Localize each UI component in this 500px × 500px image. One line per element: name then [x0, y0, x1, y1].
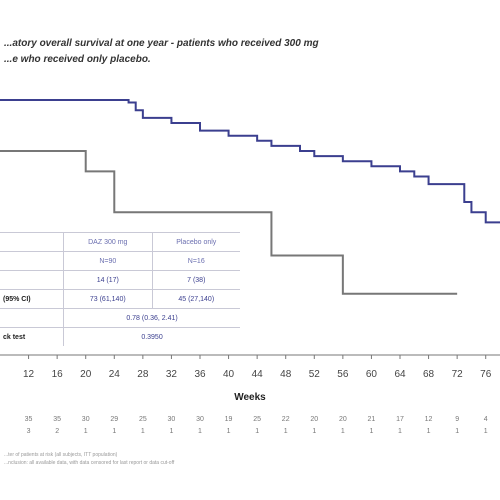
footnote-1: ...ter of patients at risk (all subjects…	[4, 452, 118, 458]
at-risk-value: 21	[367, 416, 376, 423]
x-tick-label: 12	[23, 369, 35, 380]
at-risk-value: 30	[196, 416, 204, 423]
x-tick-label: 64	[394, 369, 406, 380]
legend-row-label	[0, 270, 64, 290]
at-risk-value: 1	[198, 428, 202, 435]
survival-curve-placebo	[0, 150, 458, 295]
at-risk-value: 1	[83, 428, 88, 435]
survival-curve-treatment	[0, 99, 500, 224]
legend-subheader-treatment: N=90	[63, 251, 153, 271]
at-risk-value: 17	[396, 416, 404, 423]
at-risk-value: 20	[338, 416, 347, 423]
x-tick-label: 36	[194, 369, 206, 380]
at-risk-value: 25	[253, 416, 262, 423]
at-risk-value: 2	[55, 428, 60, 435]
at-risk-value: 29	[110, 416, 119, 423]
legend-cell: 14 (17)	[63, 270, 153, 290]
at-risk-value: 12	[424, 416, 433, 423]
at-risk-value: 19	[224, 416, 233, 423]
legend-row-label	[0, 308, 64, 328]
x-tick-label: 68	[423, 369, 435, 380]
x-tick-label: 16	[52, 369, 64, 380]
legend-row-label: (95% CI)	[0, 289, 64, 309]
legend-cell: 45 (27,140)	[151, 289, 240, 309]
chart-title: ...atory overall survival at one year - …	[0, 36, 500, 68]
at-risk-value: 1	[312, 428, 317, 435]
at-risk-row-1: 35 35 30 29 25 30 30 19 25 22 20 20 21 17 12 9 4	[0, 416, 500, 428]
at-risk-value: 1	[398, 428, 402, 435]
at-risk-value: 1	[169, 428, 174, 435]
x-tick-label: 60	[366, 369, 378, 380]
legend-row-median: (95% CI) 73 (61,140) 45 (27,140)	[0, 289, 240, 309]
at-risk-row-2: 3 2 1 1 1 1 1 1 1 1 1 1 1 1 1 1 1	[0, 428, 500, 440]
at-risk-value: 9	[455, 416, 460, 423]
x-tick-label: 28	[137, 369, 149, 380]
at-risk-value: 1	[226, 428, 231, 435]
at-risk-value: 22	[281, 416, 290, 423]
at-risk-value: 1	[426, 428, 431, 435]
x-tick-label: 76	[480, 369, 492, 380]
x-axis-label: Weeks	[234, 392, 266, 403]
legend-cell: 0.78 (0.36, 2.41)	[63, 308, 240, 328]
footnote-2: ...nclusion: all available data, with da…	[4, 460, 175, 466]
legend-row-label: ck test	[0, 327, 64, 346]
at-risk-value: 1	[140, 428, 145, 435]
x-tick-label: 48	[280, 369, 292, 380]
at-risk-value: 1	[369, 428, 374, 435]
at-risk-value: 1	[483, 428, 488, 435]
legend-row-events: 14 (17) 7 (38)	[0, 270, 240, 290]
legend-cell: 73 (61,140)	[63, 289, 153, 309]
x-tick-label: 52	[309, 369, 321, 380]
x-tick-label: 44	[252, 369, 264, 380]
title-line-2: ...e who received only placebo.	[4, 54, 151, 65]
at-risk-value: 25	[138, 416, 147, 423]
legend-row-test: ck test 0.3950	[0, 327, 240, 346]
legend-subheader-blank	[0, 251, 64, 271]
at-risk-value: 1	[340, 428, 345, 435]
legend-header-placebo: Placebo only	[151, 232, 240, 252]
at-risk-value: 30	[167, 416, 176, 423]
at-risk-value: 1	[255, 428, 260, 435]
legend-header-treatment: DAZ 300 mg	[63, 232, 153, 252]
at-risk-value: 20	[310, 416, 319, 423]
legend-cell: 7 (38)	[151, 270, 240, 290]
x-tick-label: 20	[80, 369, 92, 380]
legend-header-row: DAZ 300 mg Placebo only	[0, 232, 240, 252]
legend-subheader-placebo: N=16	[151, 251, 240, 271]
at-risk-value: 35	[24, 416, 33, 423]
x-tick-label: 56	[337, 369, 349, 380]
legend-header-blank	[0, 232, 64, 252]
at-risk-value: 1	[283, 428, 288, 435]
legend-table: DAZ 300 mg Placebo only N=90 N=16 14 (17…	[0, 232, 240, 346]
x-tick-label: 32	[166, 369, 178, 380]
legend-subheader-row: N=90 N=16	[0, 251, 240, 271]
title-line-1: ...atory overall survival at one year - …	[4, 38, 319, 49]
x-tick-label: 72	[452, 369, 464, 380]
x-tick-label: 24	[109, 369, 121, 380]
at-risk-value: 3	[26, 428, 31, 435]
x-tick-label: 40	[223, 369, 235, 380]
at-risk-value: 30	[81, 416, 90, 423]
at-risk-value: 1	[112, 428, 117, 435]
at-risk-value: 1	[455, 428, 460, 435]
at-risk-value: 35	[53, 416, 62, 423]
legend-row-hazard: 0.78 (0.36, 2.41)	[0, 308, 240, 328]
legend-cell: 0.3950	[63, 327, 240, 346]
at-risk-value: 4	[483, 416, 488, 423]
